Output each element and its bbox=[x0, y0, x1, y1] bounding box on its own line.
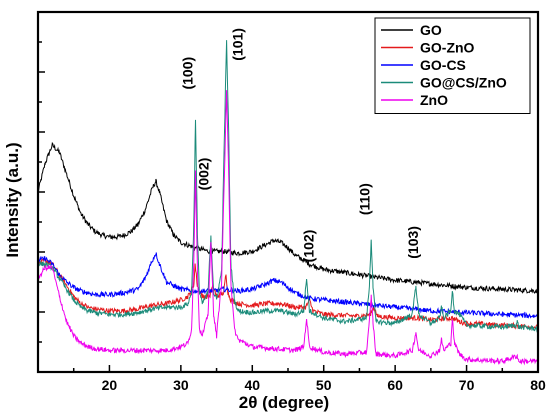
y-axis-title: Intensity (a.u.) bbox=[3, 142, 22, 257]
x-tick-label: 20 bbox=[102, 377, 118, 393]
x-tick-label: 70 bbox=[459, 377, 475, 393]
peak-label: (100) bbox=[179, 57, 195, 90]
legend-label: GO@CS/ZnO bbox=[420, 75, 507, 91]
plot-area bbox=[37, 40, 539, 366]
x-tick-label: 60 bbox=[387, 377, 403, 393]
series-line-go-cs-zno bbox=[37, 40, 539, 333]
legend-label: ZnO bbox=[420, 92, 448, 108]
series-line-go bbox=[37, 141, 539, 294]
peak-annotations: (100) (002) (101) (102) (110) (103) bbox=[179, 28, 421, 262]
x-tick-label: 80 bbox=[530, 377, 546, 393]
x-tick-label: 40 bbox=[244, 377, 260, 393]
series-line-zno bbox=[37, 90, 539, 366]
peak-label: (103) bbox=[405, 226, 421, 259]
peak-label: (110) bbox=[356, 183, 372, 215]
legend-label: GO-CS bbox=[420, 57, 466, 73]
peak-label: (101) bbox=[229, 28, 245, 61]
legend-label: GO bbox=[420, 22, 442, 38]
x-tick-label: 30 bbox=[173, 377, 189, 393]
series-line-go-zno bbox=[37, 257, 539, 331]
peak-label: (002) bbox=[196, 158, 212, 191]
x-axis-title: 2θ (degree) bbox=[239, 393, 329, 412]
peak-label: (102) bbox=[301, 230, 317, 263]
legend-label: GO-ZnO bbox=[420, 40, 475, 56]
axis-ticks: 20 30 40 50 60 70 80 bbox=[38, 41, 546, 393]
x-tick-label: 50 bbox=[316, 377, 332, 393]
